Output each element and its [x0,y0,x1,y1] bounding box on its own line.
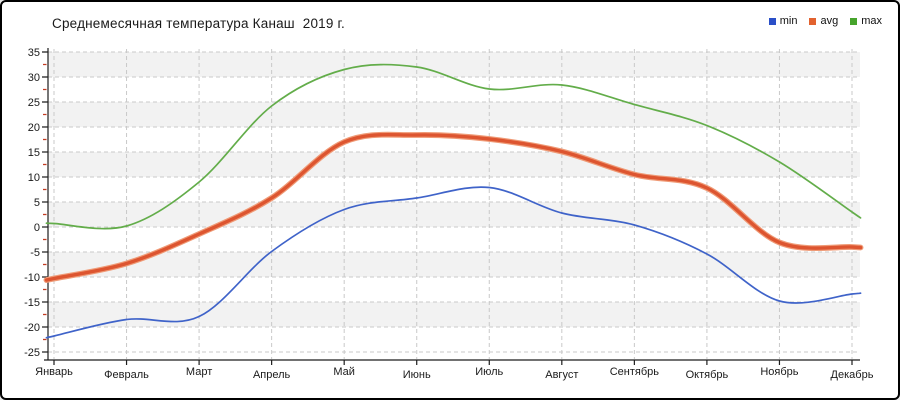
y-tick-label: 35 [28,47,40,59]
x-tick-label: Апрель [253,369,291,381]
x-tick-label: Июль [475,366,503,378]
plot-band [48,127,860,152]
x-tick-label: Февраль [104,369,149,381]
plot-band [48,102,860,127]
plot-band [48,52,860,77]
legend-swatch-avg [809,17,817,25]
y-tick-label: -20 [24,322,40,334]
y-tick-label: 5 [34,197,40,209]
y-tick-label: -5 [30,247,40,259]
x-tick-label: Май [333,366,355,378]
legend-label-max: max [861,15,882,27]
series-line-avg [44,132,863,282]
plot-band [48,252,860,277]
legend-item-max: max [850,15,882,27]
y-tick-label: -25 [24,347,40,359]
plot-band [48,152,860,177]
legend-label-avg: avg [820,15,839,27]
plot-band [48,77,860,102]
plot-band [48,202,860,227]
chart-title: Среднемесячная температура Канаш 2019 г. [52,16,345,31]
x-tick-label: Сентябрь [610,366,660,378]
plot-band [48,327,860,352]
x-tick-label: Март [186,366,212,378]
x-tick-label: Январь [35,366,73,378]
x-tick-label: Ноябрь [760,366,798,378]
y-tick-label: 25 [28,97,40,109]
legend-item-min: min [768,15,798,27]
y-tick-label: -15 [24,297,40,309]
y-tick-label: 15 [28,147,40,159]
x-tick-label: Октябрь [686,369,729,381]
y-tick-label: 30 [28,72,40,84]
series-line-min [45,186,862,339]
legend: min avg max [768,15,882,27]
legend-item-avg: avg [809,15,838,27]
legend-swatch-max [850,17,858,25]
series-line-max [45,63,862,230]
legend-swatch-min [768,17,776,25]
legend-label-min: min [779,15,798,27]
y-tick-label: -10 [24,272,40,284]
y-tick-label: 0 [34,222,40,234]
x-tick-label: Декабрь [831,369,874,381]
x-tick-label: Июнь [403,369,431,381]
x-tick-label: Август [545,369,578,381]
y-tick-label: 20 [28,122,40,134]
plot-band [48,302,860,327]
y-tick-label: 10 [28,172,40,184]
plot-band [48,277,860,302]
